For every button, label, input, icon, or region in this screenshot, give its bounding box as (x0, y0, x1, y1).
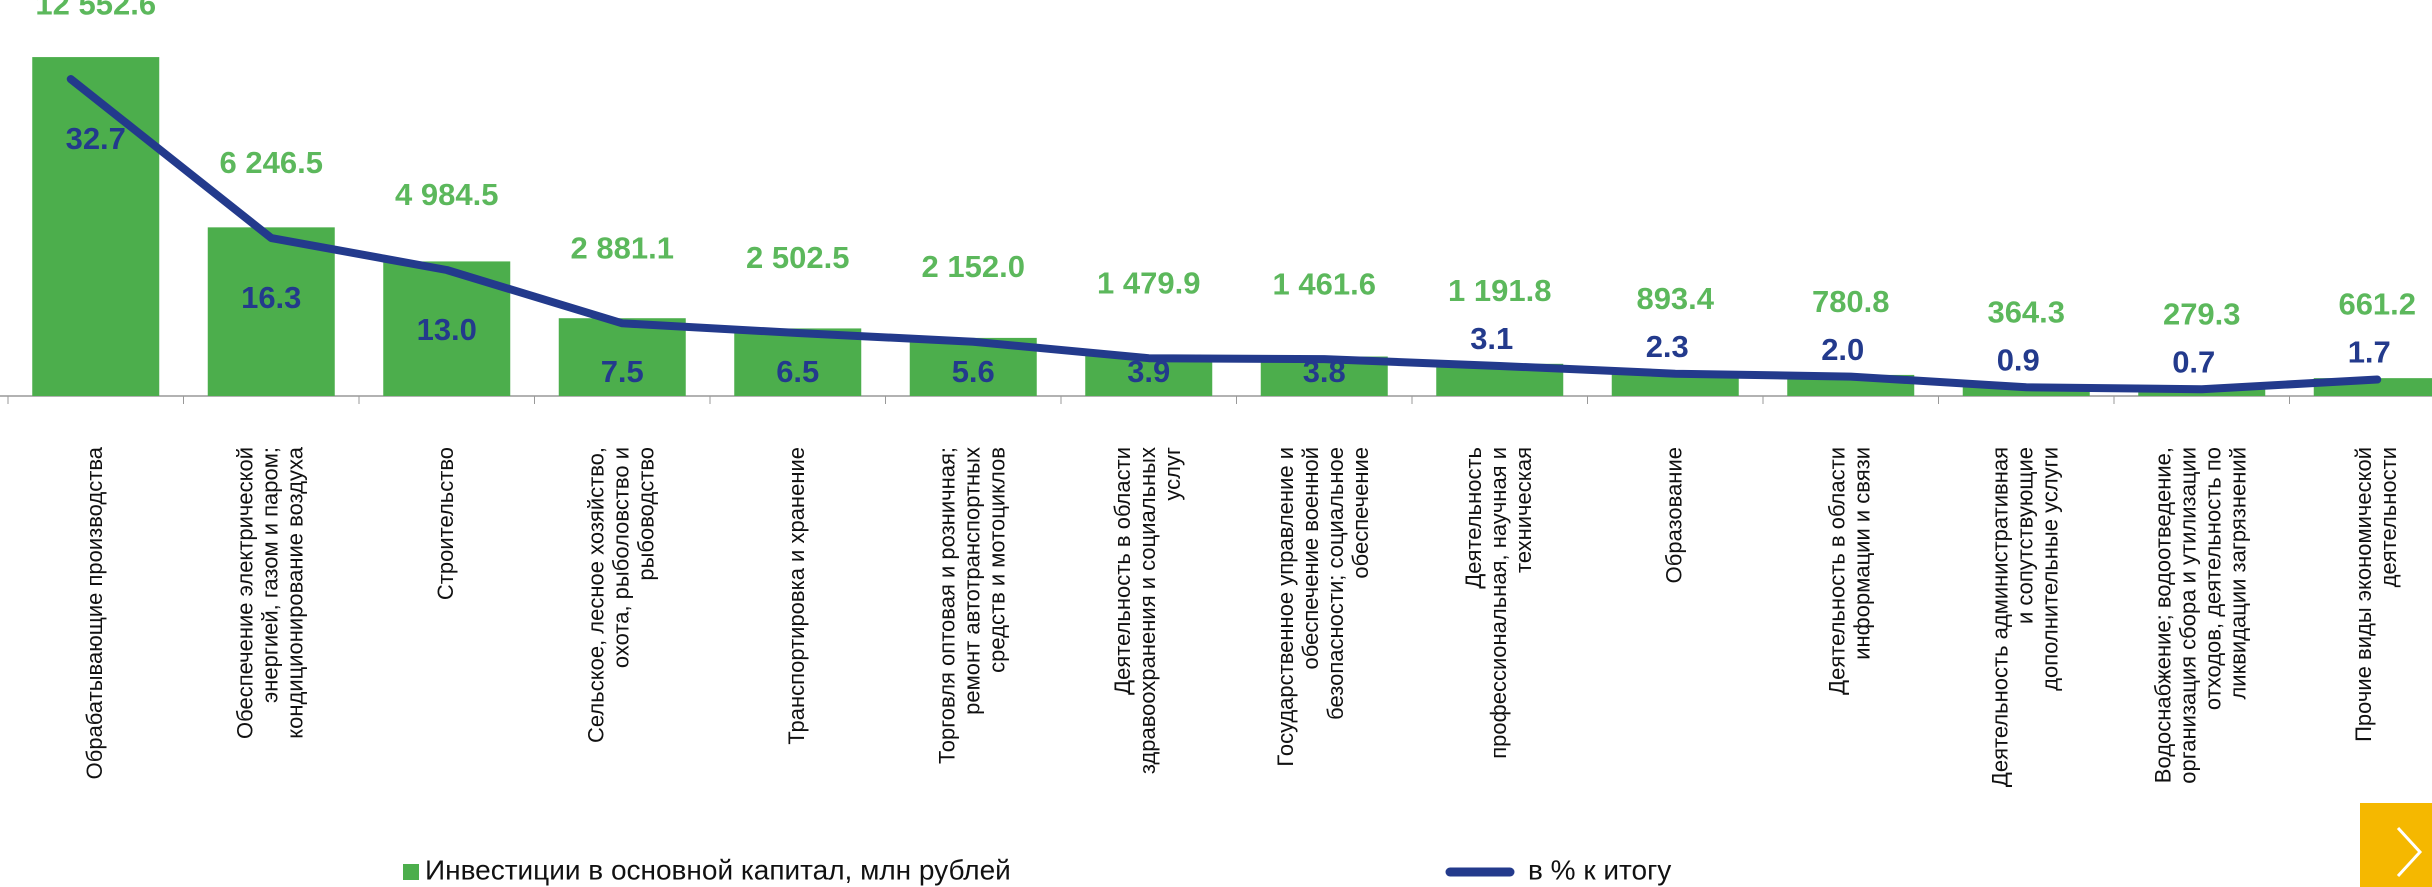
bar-value-label: 893.4 (1636, 281, 1714, 316)
bar (734, 328, 862, 396)
next-button-bg[interactable] (2360, 803, 2432, 887)
x-tick-label: Деятельность в областиинформации и связи (1824, 447, 1874, 695)
line-value-label: 3.1 (1470, 321, 1513, 356)
bar (558, 318, 686, 396)
bar-value-label: 1 461.6 (1273, 266, 1376, 301)
line-value-label: 3.9 (1127, 354, 1170, 389)
legend-label: Инвестиции в основной капитал, млн рубле… (425, 854, 1011, 885)
line-value-label: 32.7 (66, 121, 126, 156)
next-button[interactable] (2360, 803, 2432, 887)
x-tick-label: Государственное управление иобеспечение … (1273, 447, 1373, 767)
x-tick-label: Транспортировка и хранение (784, 447, 809, 745)
x-tick-label: Деятельность административнаяи сопутству… (1987, 447, 2062, 787)
x-tick-label: Обрабатывающие производства (82, 446, 107, 779)
x-tick-label: Прочие виды экономическойдеятельности (2351, 447, 2401, 742)
bar-value-label: 661.2 (2338, 287, 2416, 322)
bar (1085, 356, 1213, 396)
line-value-label: 6.5 (776, 354, 819, 389)
line-value-label: 2.3 (1646, 329, 1689, 364)
bar-value-label: 364.3 (1987, 294, 2065, 329)
bar-value-label: 279.3 (2163, 296, 2241, 331)
line-value-label: 0.7 (2172, 344, 2215, 379)
x-tick-label: Деятельностьпрофессиональная, научная ит… (1461, 447, 1536, 759)
x-tick-label: Образование (1661, 447, 1686, 583)
bar-value-label: 6 246.5 (220, 145, 323, 180)
line-value-label: 2.0 (1821, 332, 1864, 367)
line-value-label: 13.0 (417, 312, 477, 347)
bar-value-label: 1 479.9 (1097, 265, 1200, 300)
line-value-label: 16.3 (241, 280, 301, 315)
next-arrow[interactable] (2396, 826, 2423, 878)
bar-value-label: 780.8 (1812, 284, 1890, 319)
line-value-label: 3.8 (1303, 354, 1346, 389)
line-value-label: 0.9 (1997, 342, 2040, 377)
x-tick-label: Торговля оптовая и розничная;ремонт авто… (934, 447, 1009, 764)
legend-swatch (403, 864, 419, 880)
bar-value-label: 2 502.5 (746, 240, 849, 275)
line (66, 75, 2382, 394)
legend-label: в % к итогу (1528, 854, 1671, 885)
bar-value-label: 2 152.0 (922, 249, 1025, 284)
bar-value-label: 1 191.8 (1448, 273, 1551, 308)
bar (32, 57, 160, 396)
line-value-label: 7.5 (601, 354, 644, 389)
line-value-label: 1.7 (2348, 335, 2391, 370)
line-value-label: 5.6 (952, 354, 995, 389)
bar (207, 227, 335, 396)
x-tick-label: Водоснабжение; водоотведение,организация… (2150, 447, 2250, 784)
bar-value-label: 2 881.1 (571, 230, 674, 265)
x-tick-label: Деятельность в областиздравоохранения и … (1110, 447, 1185, 774)
x-tick-label: Обеспечение электрическойэнергией, газом… (232, 446, 307, 739)
x-tick-label: Строительство (433, 447, 458, 600)
bar-value-label: 12 552.6 (35, 0, 156, 21)
x-tick-label: Сельское, лесное хозяйство,охота, рыболо… (583, 447, 658, 743)
bar-value-label: 4 984.5 (395, 177, 498, 212)
